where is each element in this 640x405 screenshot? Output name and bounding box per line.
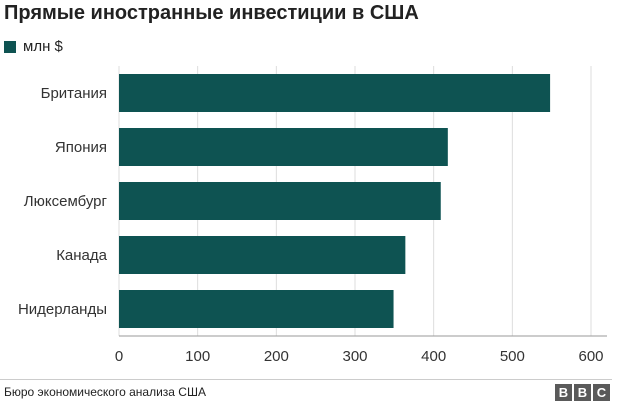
- bar: [119, 74, 551, 112]
- bar: [119, 290, 394, 328]
- bbc-logo-letter: B: [555, 384, 572, 401]
- x-tick-label: 400: [421, 348, 446, 365]
- category-label: Япония: [55, 139, 107, 156]
- source-note: Бюро экономического анализа США: [4, 385, 206, 399]
- footer-divider: [0, 379, 612, 380]
- category-label: Люксембург: [24, 193, 108, 210]
- bbc-logo-letter: B: [574, 384, 591, 401]
- x-tick-label: 600: [578, 348, 603, 365]
- legend-label: млн $: [23, 38, 63, 55]
- bbc-logo: B B C: [555, 384, 610, 401]
- legend-swatch: [4, 40, 16, 53]
- x-tick-label: 500: [500, 348, 525, 365]
- x-tick-label: 0: [115, 348, 123, 365]
- x-tick-label: 200: [264, 348, 289, 365]
- bar-chart: 0 100 200 300 400 500 600 Британия Япония Люксемб…: [18, 66, 607, 365]
- category-label: Нидерланды: [18, 301, 107, 318]
- bar: [119, 236, 406, 274]
- x-tick-label: 100: [185, 348, 210, 365]
- bbc-logo-letter: C: [593, 384, 610, 401]
- x-tick-label: 300: [342, 348, 367, 365]
- category-label: Канада: [56, 247, 107, 264]
- category-label: Британия: [41, 85, 107, 102]
- bar: [119, 182, 441, 220]
- chart-title: Прямые иностранные инвестиции в США: [4, 2, 419, 24]
- legend: млн $: [4, 38, 63, 55]
- bar: [119, 128, 448, 166]
